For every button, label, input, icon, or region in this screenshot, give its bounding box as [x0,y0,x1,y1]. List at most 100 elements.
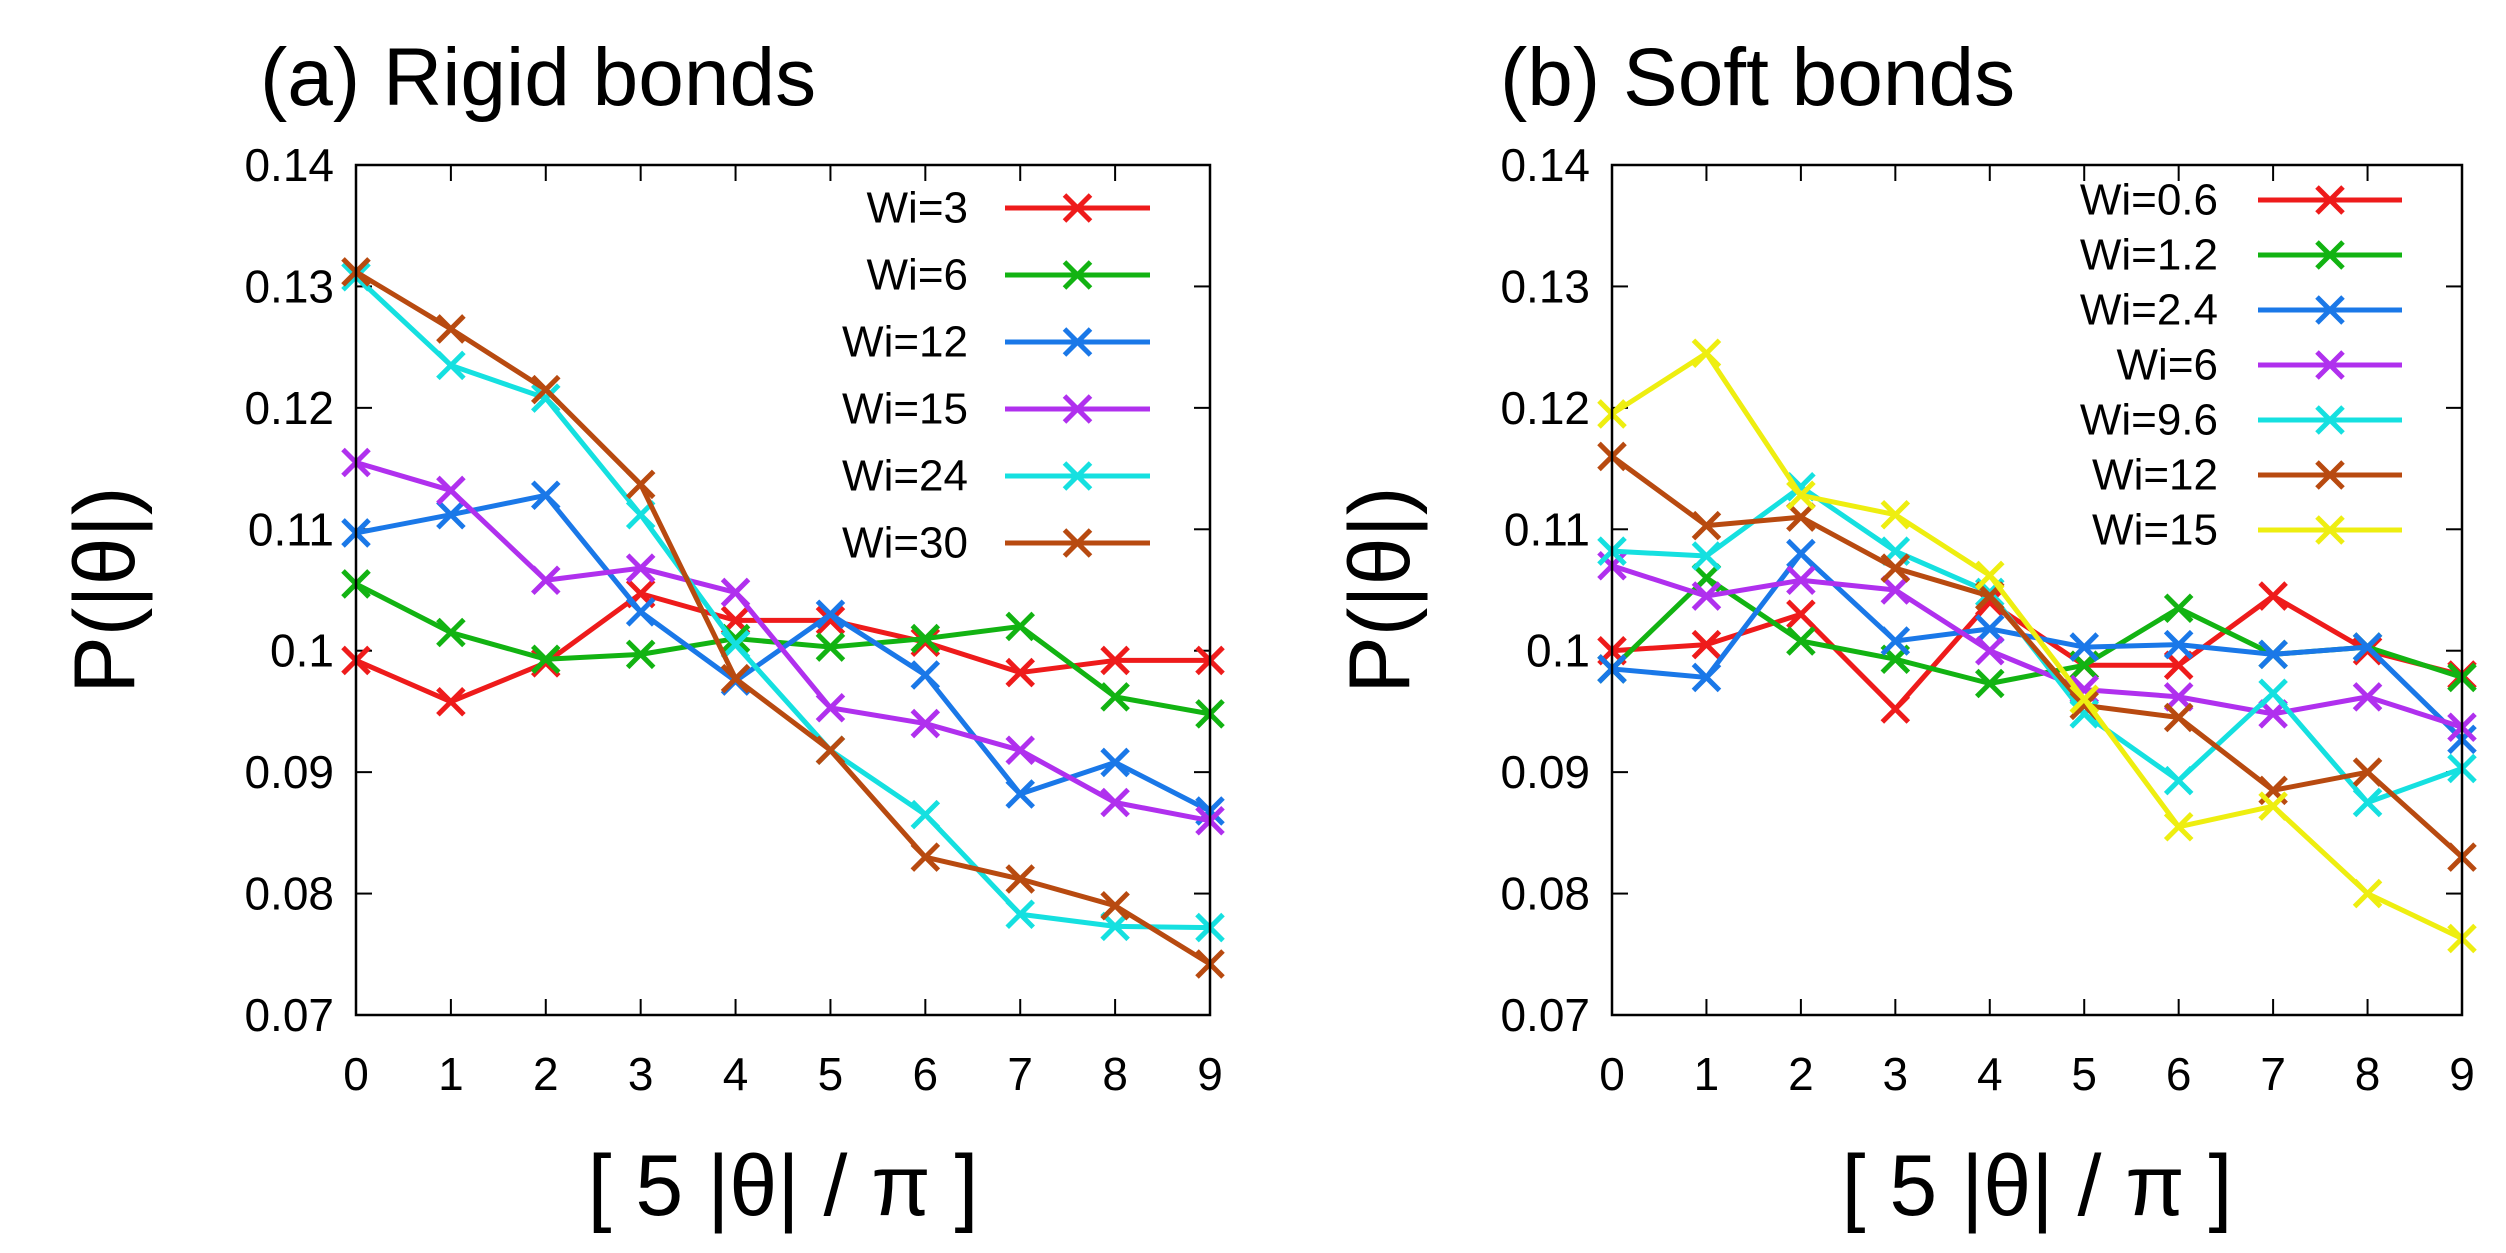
x-tick-label: 7 [1007,1048,1033,1100]
legend-swatch-marker [1062,327,1093,357]
data-point [1100,747,1130,778]
data-point [2258,791,2288,821]
data-point [1691,510,1722,541]
legend-swatch-marker [2315,515,2345,545]
x-tick-label: 8 [1102,1048,1128,1100]
x-tick-label: 5 [818,1048,844,1100]
data-point [625,553,656,583]
legend-label: Wi=0.6 [2080,176,2218,225]
data-point [2258,678,2288,708]
data-point [531,648,561,678]
y-tick-label: 0.14 [244,139,334,191]
legend-label: Wi=9.6 [2080,396,2218,445]
data-point [815,599,846,630]
x-tick-label: 9 [2449,1048,2475,1100]
x-tick-label: 0 [1599,1048,1625,1100]
data-point [720,629,751,660]
data-point [1880,553,1911,583]
data-point [720,577,751,608]
data-point [1005,611,1035,642]
x-tick-label: 3 [1883,1048,1909,1100]
legend-swatch-marker [1062,193,1093,223]
legend-label: Wi=1.2 [2080,231,2218,280]
y-tick-label: 0.08 [244,868,334,920]
data-point [2163,765,2194,796]
y-tick-label: 0.12 [244,382,334,434]
data-point [1100,645,1130,676]
data-point [436,617,466,648]
chart-title: (a) Rigid bonds [260,32,816,123]
y-tick-label: 0.13 [1500,260,1590,312]
legend-swatch-marker [2315,295,2345,325]
x-tick-label: 0 [343,1048,369,1100]
y-tick-label: 0.12 [1500,382,1590,434]
data-point [1005,779,1035,809]
data-point [910,842,941,872]
y-tick-label: 0.11 [248,503,334,555]
data-point [1786,565,1816,596]
legend-label: Wi=12 [2092,451,2218,500]
data-point [531,383,561,413]
data-point [1691,581,1722,611]
data-point [1880,626,1911,656]
legend-label: Wi=3 [867,184,968,233]
panel-soft-bonds: (b) Soft bonds P(|θ|) [ 5 |θ| / π ] 0.07 0.0… [1332,32,2477,1234]
data-point [1005,864,1035,894]
data-point [2258,639,2288,670]
series-line-Wi=3 [355,591,1210,705]
data-point [1691,541,1722,571]
y-tick-label: 0.13 [244,260,334,312]
data-point [2352,757,2383,787]
data-point [1691,662,1722,693]
chart-title: (b) Soft bonds [1500,32,2015,123]
data-point [531,644,561,674]
data-point [1975,614,2005,644]
x-axis-label: [ 5 |θ| / π ] [588,1138,979,1234]
legend-swatch-marker [1062,260,1093,290]
data-point [2352,787,2383,818]
panel-rigid-bonds: (a) Rigid bonds P(|θ|) [ 5 |θ| / π ] 0.07 0.… [57,32,1225,1234]
data-point [910,799,941,830]
series-line-Wi=6 [1611,563,2463,730]
x-tick-label: 1 [438,1048,464,1100]
data-point [1100,787,1130,818]
y-tick-label: 0.14 [1500,139,1590,191]
data-point [1786,480,1816,511]
y-tick-label: 0.07 [1500,989,1590,1041]
data-point [1880,694,1911,724]
data-point [815,605,846,636]
data-point [1975,668,2005,699]
data-point [1880,499,1911,530]
y-tick-label: 0.09 [1500,746,1590,798]
data-point [1100,890,1130,921]
plot-frame [354,163,1212,1017]
data-point [2352,632,2383,662]
data-point [1005,657,1035,688]
series-line-Wi=15 [355,460,1211,824]
data-point [2163,629,2194,660]
y-tick-label: 0.08 [1500,868,1590,920]
series-line-Wi=6 [354,581,1211,717]
data-point [2163,702,2194,733]
data-point [436,686,466,717]
legend-swatch-marker [1062,461,1093,491]
x-tick-label: 2 [533,1048,559,1100]
data-point [436,350,466,381]
data-point [815,735,846,766]
y-tick-label: 0.09 [244,746,334,798]
x-tick-label: 4 [723,1048,749,1100]
data-point [436,475,466,506]
data-point [1005,899,1035,929]
data-point [1975,560,2005,591]
data-point [2069,632,2099,662]
data-point [625,597,656,627]
y-axis-label: P(|θ|) [57,486,153,693]
legend-label: Wi=30 [842,519,968,568]
legend-swatch-marker [2315,185,2345,215]
x-tick-label: 6 [2166,1048,2192,1100]
data-point [531,565,561,596]
data-point [1786,626,1816,656]
legend-label: Wi=6 [867,251,968,300]
data-point [1691,629,1722,660]
